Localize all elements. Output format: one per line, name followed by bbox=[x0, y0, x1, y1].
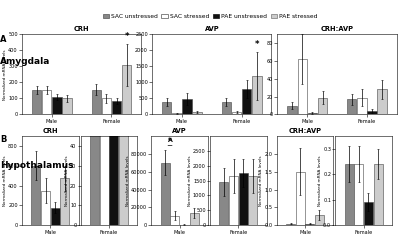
Title: CRH:AVP: CRH:AVP bbox=[288, 128, 322, 134]
Text: *: * bbox=[168, 137, 172, 146]
Bar bbox=[122, 65, 132, 114]
Bar bbox=[42, 90, 52, 114]
Bar bbox=[248, 176, 257, 225]
Y-axis label: Normalized mRNA levels: Normalized mRNA levels bbox=[3, 155, 7, 206]
Bar bbox=[308, 113, 317, 114]
Bar bbox=[60, 178, 69, 225]
Bar bbox=[170, 215, 179, 225]
Bar bbox=[318, 97, 327, 114]
Legend: SAC unstressed, SAC stressed, PAE unstressed, PAE stressed: SAC unstressed, SAC stressed, PAE unstre… bbox=[100, 12, 320, 21]
Bar bbox=[347, 99, 356, 114]
Bar bbox=[32, 90, 41, 114]
Bar bbox=[190, 213, 198, 225]
Bar bbox=[367, 111, 377, 114]
Bar bbox=[232, 112, 241, 114]
Bar bbox=[162, 102, 172, 114]
Bar bbox=[315, 215, 324, 225]
Bar bbox=[345, 164, 354, 225]
Bar bbox=[62, 98, 72, 114]
Bar bbox=[378, 89, 387, 114]
Bar bbox=[252, 76, 262, 114]
Title: CRH: CRH bbox=[74, 26, 90, 32]
Bar bbox=[222, 102, 231, 114]
Bar bbox=[192, 112, 202, 114]
Bar bbox=[92, 90, 101, 114]
Text: Hypothalamus: Hypothalamus bbox=[0, 161, 74, 170]
Bar bbox=[90, 0, 99, 225]
Text: *: * bbox=[254, 40, 259, 50]
Bar bbox=[52, 97, 62, 114]
Text: A: A bbox=[168, 138, 172, 143]
Bar bbox=[242, 89, 252, 114]
Text: *: * bbox=[124, 32, 129, 42]
Bar bbox=[357, 97, 367, 114]
Bar bbox=[100, 0, 109, 225]
Y-axis label: Normalized mRNA levels: Normalized mRNA levels bbox=[318, 155, 322, 206]
Bar bbox=[287, 105, 297, 114]
Bar bbox=[41, 190, 50, 225]
Bar bbox=[102, 98, 111, 114]
Bar bbox=[182, 99, 192, 114]
Y-axis label: Normalized mRNA levels: Normalized mRNA levels bbox=[126, 155, 130, 206]
Bar bbox=[239, 173, 248, 225]
Y-axis label: Normalized mRNA levels: Normalized mRNA levels bbox=[188, 155, 192, 206]
Bar bbox=[286, 223, 295, 225]
Bar bbox=[305, 223, 314, 225]
Title: AVP: AVP bbox=[172, 128, 187, 134]
Bar bbox=[374, 164, 382, 225]
Bar bbox=[32, 166, 40, 225]
Title: CRH: CRH bbox=[42, 128, 58, 134]
Y-axis label: Normalized mRNA levels: Normalized mRNA levels bbox=[259, 155, 263, 206]
Bar bbox=[354, 164, 363, 225]
Bar bbox=[364, 202, 373, 225]
Text: Amygdala: Amygdala bbox=[0, 57, 51, 66]
Bar bbox=[109, 0, 118, 225]
Text: A: A bbox=[0, 35, 7, 44]
Y-axis label: Normalized mRNA levels: Normalized mRNA levels bbox=[3, 49, 7, 100]
Bar bbox=[161, 163, 170, 225]
Text: B: B bbox=[0, 135, 7, 143]
Bar bbox=[296, 172, 305, 225]
Bar bbox=[220, 182, 228, 225]
Bar bbox=[119, 0, 128, 225]
Bar bbox=[51, 208, 60, 225]
Bar bbox=[112, 101, 121, 114]
Y-axis label: Normalized mRNA levels: Normalized mRNA levels bbox=[65, 155, 69, 206]
Bar bbox=[229, 176, 238, 225]
Title: CRH:AVP: CRH:AVP bbox=[321, 26, 354, 32]
Title: AVP: AVP bbox=[204, 26, 219, 32]
Bar bbox=[298, 59, 307, 114]
